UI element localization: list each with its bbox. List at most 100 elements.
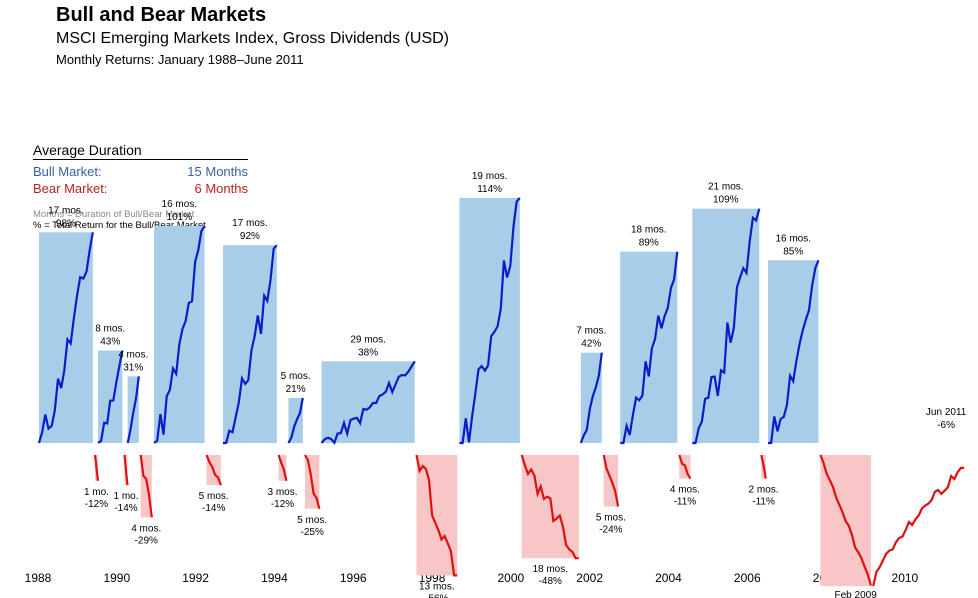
- bull-label-return-16: 42%: [581, 339, 601, 350]
- legend-bull-value: 15 Months: [187, 164, 248, 179]
- bear-label-return-1: -12%: [85, 499, 108, 510]
- bull-line-20: [692, 208, 761, 445]
- bull-label-return-2: 43%: [100, 337, 120, 348]
- legend-bear-row: Bear Market: 6 Months: [33, 180, 248, 197]
- bear-box-5: [140, 455, 152, 518]
- bear-label-months-3: 1 mo.: [113, 491, 138, 502]
- bull-line-12: [320, 360, 416, 445]
- bear-line-13: [415, 454, 458, 577]
- bear-label-months-21: 2 mos.: [749, 485, 779, 496]
- x-tick-1994: 1994: [261, 571, 288, 585]
- bear-label-months-17: 5 mos.: [596, 513, 626, 524]
- bear-line-9: [277, 454, 288, 482]
- bear-line-11: [304, 454, 321, 510]
- bull-box-0: [39, 232, 93, 443]
- bull-box-12: [321, 361, 415, 443]
- bull-line-4: [126, 376, 140, 444]
- bull-line-10: [287, 397, 304, 444]
- bear-line-3: [123, 454, 129, 486]
- bear-label-return-17: -24%: [599, 525, 622, 536]
- bull-line-8: [223, 244, 278, 445]
- bull-label-return-20: 109%: [713, 195, 739, 206]
- bull-line-6: [153, 225, 206, 444]
- bear-box-15: [521, 455, 579, 559]
- bear-label-months-9: 3 mos.: [267, 487, 297, 498]
- bear-label-return-15: -48%: [539, 576, 562, 587]
- chart-subtitle: MSCI Emerging Markets Index, Gross Divid…: [56, 30, 449, 47]
- legend-bull-label: Bull Market:: [33, 164, 102, 179]
- bull-label-months-20: 21 mos.: [708, 182, 744, 193]
- current-line: [872, 466, 965, 587]
- chart-subtitle-period: Monthly Returns: January 1988–June 2011: [56, 52, 304, 67]
- x-tick-2004: 2004: [655, 571, 682, 585]
- current-label-return: -6%: [937, 420, 955, 431]
- chart-title: Bull and Bear Markets: [56, 4, 267, 26]
- current-label-date: Jun 2011: [926, 407, 967, 418]
- legend-bear-value: 6 Months: [194, 181, 248, 196]
- bear-line-5: [139, 454, 153, 518]
- bull-line-18: [620, 251, 679, 445]
- bull-label-return-10: 21%: [286, 384, 306, 395]
- bull-label-months-6: 16 mos.: [162, 199, 198, 210]
- legend-bull-row: Bull Market: 15 Months: [33, 163, 248, 180]
- bear-label-months-13: 13 mos.: [419, 581, 455, 592]
- x-tick-1990: 1990: [103, 571, 130, 585]
- bear-line-23: [819, 454, 872, 586]
- bull-line-16: [579, 352, 603, 444]
- bull-label-return-8: 92%: [240, 231, 260, 242]
- bear-label-return-3: -14%: [114, 503, 137, 514]
- bull-box-14: [459, 197, 520, 443]
- bull-label-months-12: 29 mos.: [350, 334, 386, 345]
- bull-label-return-14: 114%: [477, 184, 502, 195]
- bear-label-months-7: 5 mos.: [199, 491, 229, 502]
- bull-line-22: [768, 259, 820, 445]
- x-tick-2010: 2010: [892, 571, 919, 585]
- x-tick-2006: 2006: [734, 571, 761, 585]
- bear-label-months-1: 1 mo.: [84, 487, 109, 498]
- bull-label-return-22: 85%: [783, 246, 803, 257]
- x-tick-1992: 1992: [182, 571, 209, 585]
- bull-label-return-12: 38%: [358, 347, 378, 358]
- bull-label-months-4: 4 mos.: [118, 349, 148, 360]
- x-tick-1988: 1988: [25, 571, 52, 585]
- x-tick-1996: 1996: [340, 571, 367, 585]
- bear-label-months-15: 18 mos.: [532, 564, 568, 575]
- bull-label-months-14: 19 mos.: [472, 171, 508, 182]
- bear-line-15: [520, 454, 579, 560]
- bull-line-2: [97, 350, 124, 444]
- bull-label-months-8: 17 mos.: [232, 218, 268, 229]
- bull-line-0: [37, 232, 94, 444]
- legend-notes: Months = Duration of Bull/Bear Market % …: [33, 209, 206, 231]
- bear-label-months-11: 5 mos.: [297, 515, 327, 526]
- bear-label-return-9: -12%: [271, 499, 294, 510]
- bear-line-21: [760, 454, 767, 479]
- bull-label-return-4: 31%: [123, 362, 143, 373]
- legend-average-duration: Average Duration Bull Market: 15 Months …: [33, 142, 248, 197]
- bull-label-months-16: 7 mos.: [576, 326, 606, 337]
- x-tick-2002: 2002: [576, 571, 603, 585]
- bear-label-return-11: -25%: [301, 527, 324, 538]
- bear-label-return-19: -11%: [674, 497, 697, 508]
- bear-line-17: [602, 454, 620, 507]
- bear-label-return-5: -29%: [135, 535, 158, 546]
- bear-label-date-23: Feb 2009: [835, 590, 878, 598]
- legend-bear-label: Bear Market:: [33, 181, 108, 196]
- bear-label-months-19: 4 mos.: [670, 485, 700, 496]
- bear-line-19: [678, 454, 692, 480]
- x-tick-2000: 2000: [497, 571, 524, 585]
- bull-label-months-18: 18 mos.: [631, 225, 667, 236]
- bear-label-return-13: -56%: [425, 593, 448, 598]
- bull-label-months-10: 5 mos.: [281, 371, 311, 382]
- bull-label-months-22: 16 mos.: [775, 233, 811, 244]
- bull-label-months-0: 17 mos.: [48, 205, 84, 216]
- bull-box-22: [767, 260, 819, 443]
- legend-header: Average Duration: [33, 142, 248, 160]
- bull-label-return-0: 98%: [56, 218, 76, 229]
- note-months: Months = Duration of Bull/Bear Market: [33, 209, 195, 220]
- note-percent: % = Total Return for the Bull/Bear Marke…: [33, 220, 206, 231]
- bear-line-7: [205, 454, 222, 486]
- bear-label-return-7: -14%: [202, 503, 225, 514]
- bull-label-months-2: 8 mos.: [95, 324, 125, 335]
- bull-label-return-6: 101%: [167, 212, 193, 223]
